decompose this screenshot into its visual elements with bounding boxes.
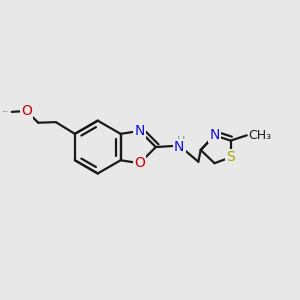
Text: S: S (226, 150, 235, 164)
Text: H: H (177, 136, 185, 146)
Text: CH₃: CH₃ (248, 129, 271, 142)
Text: N: N (134, 124, 145, 138)
Text: O: O (21, 104, 32, 118)
Text: N: N (209, 128, 220, 142)
Text: O: O (134, 156, 145, 170)
Text: N: N (174, 140, 184, 154)
Text: methoxy: methoxy (3, 111, 10, 112)
